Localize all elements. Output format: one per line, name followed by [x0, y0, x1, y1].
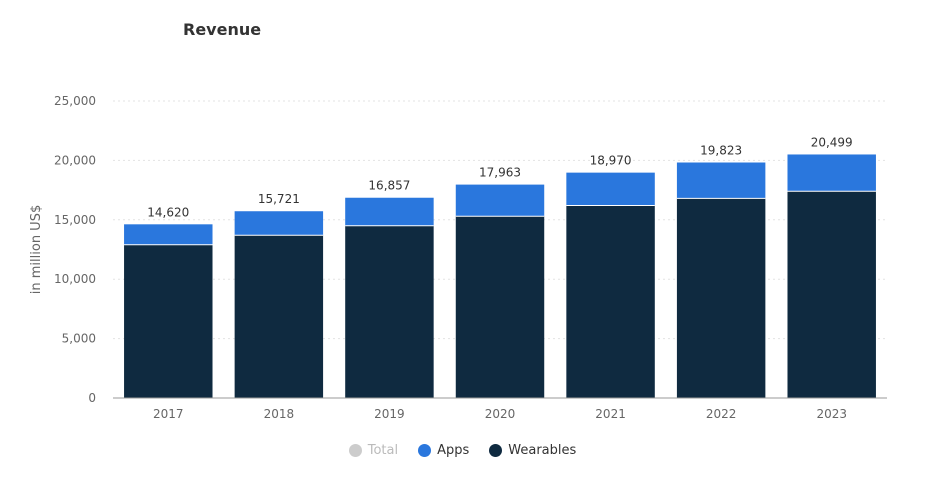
- bar-wearables-2018[interactable]: [234, 235, 324, 398]
- x-tick-label: 2017: [153, 407, 184, 421]
- legend-label-wearables: Wearables: [508, 443, 577, 458]
- x-tick-label: 2020: [485, 407, 516, 421]
- total-data-label: 14,620: [147, 205, 189, 219]
- legend-swatch-wearables: [489, 444, 503, 457]
- bar-apps-2018[interactable]: [234, 211, 324, 236]
- bar-apps-2021[interactable]: [566, 172, 655, 206]
- total-data-label: 17,963: [479, 166, 521, 180]
- bar-apps-2017[interactable]: [124, 224, 213, 245]
- bar-apps-2019[interactable]: [345, 197, 434, 226]
- y-tick-label: 15,000: [54, 213, 96, 227]
- legend-swatch-total: [348, 444, 362, 457]
- total-data-label: 18,970: [590, 154, 632, 168]
- legend-label-total: Total: [367, 443, 399, 458]
- bar-wearables-2020[interactable]: [455, 216, 545, 398]
- total-data-label: 20,499: [811, 135, 853, 149]
- y-tick-label: 0: [88, 391, 96, 405]
- legend-swatch-apps: [418, 444, 432, 457]
- bars: 14,620 15,721 16,857 17,963 18,970 19,823 20,4…: [124, 135, 876, 398]
- y-tick-label: 25,000: [54, 94, 96, 108]
- total-data-label: 19,823: [700, 144, 742, 158]
- x-axis: 2017 2018 2019 2020 2021 2022 2023: [113, 397, 887, 421]
- legend-label-apps: Apps: [437, 443, 470, 458]
- x-tick-label: 2023: [816, 407, 847, 421]
- legend: Total Apps Wearables: [0, 443, 925, 458]
- bar-wearables-2022[interactable]: [676, 198, 766, 398]
- bar-wearables-2017[interactable]: [124, 244, 213, 398]
- bar-wearables-2019[interactable]: [345, 225, 434, 398]
- y-tick-label: 10,000: [54, 272, 96, 286]
- x-tick-label: 2022: [706, 407, 737, 421]
- y-tick-label: 5,000: [62, 332, 96, 346]
- legend-item-apps[interactable]: Apps: [418, 443, 469, 458]
- x-tick-label: 2018: [264, 407, 295, 421]
- x-tick-label: 2021: [595, 407, 626, 421]
- legend-item-wearables[interactable]: Wearables: [489, 443, 576, 458]
- bar-wearables-2021[interactable]: [566, 205, 655, 398]
- bar-apps-2020[interactable]: [455, 184, 545, 217]
- revenue-bar-chart: 0 5,000 10,000 15,000 20,000 25,000 14,620 15,…: [29, 94, 887, 421]
- y-tick-label: 20,000: [54, 153, 96, 167]
- total-data-label: 15,721: [258, 192, 300, 206]
- bar-apps-2022[interactable]: [676, 162, 766, 199]
- chart-title: Revenue: [183, 20, 262, 39]
- y-axis-label: in million US$: [29, 205, 44, 294]
- total-data-label: 16,857: [368, 179, 410, 193]
- bar-apps-2023[interactable]: [787, 154, 876, 192]
- legend-item-total[interactable]: Total: [348, 443, 399, 458]
- y-axis: 0 5,000 10,000 15,000 20,000 25,000: [54, 94, 96, 405]
- bar-wearables-2023[interactable]: [787, 191, 876, 398]
- x-tick-label: 2019: [374, 407, 405, 421]
